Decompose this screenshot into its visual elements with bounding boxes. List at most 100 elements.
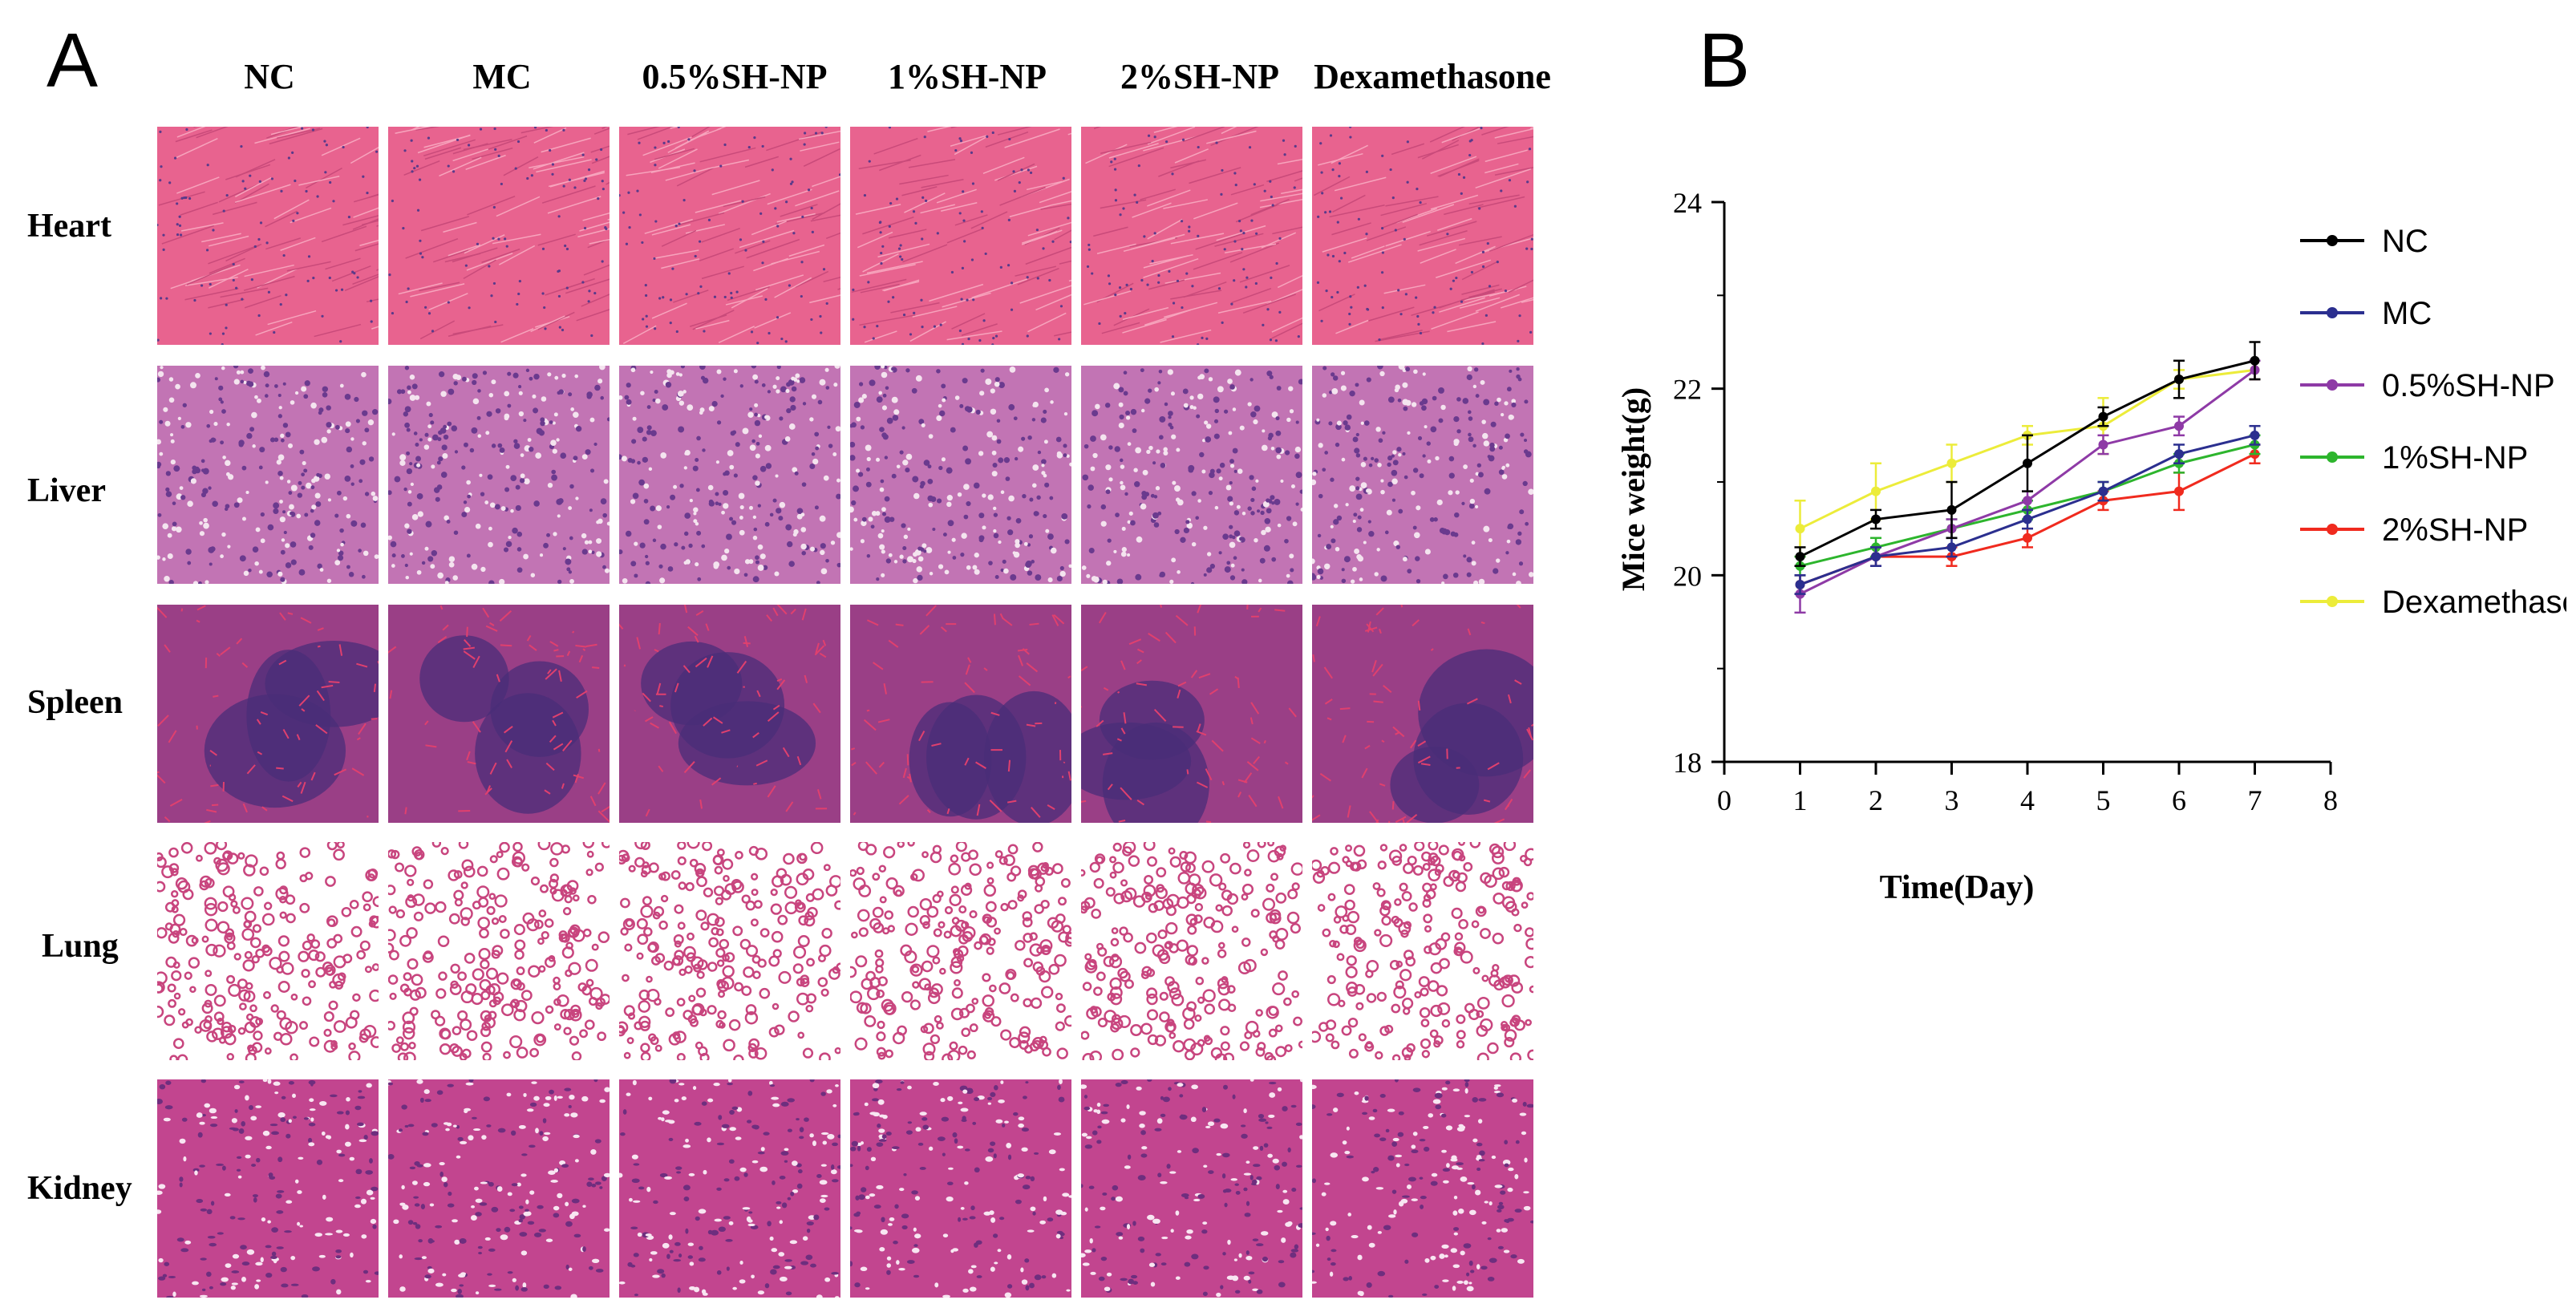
histology-image-liver-3 xyxy=(619,366,840,584)
histology-image-liver-5 xyxy=(1081,366,1302,584)
histology-image-spleen-3 xyxy=(619,605,840,823)
y-tick-label: 18 xyxy=(1673,747,1702,779)
data-point xyxy=(2023,514,2032,524)
histology-image-heart-6 xyxy=(1312,127,1533,345)
data-point xyxy=(1795,552,1805,562)
data-point xyxy=(2250,430,2260,440)
histology-image-kidney-4 xyxy=(850,1079,1071,1298)
histology-image-heart-5 xyxy=(1081,127,1302,345)
data-point xyxy=(2174,375,2184,385)
histology-image-heart-1 xyxy=(157,127,379,345)
histology-image-liver-2 xyxy=(388,366,610,584)
series-nc xyxy=(1794,341,2261,567)
legend-swatch-marker xyxy=(2327,307,2338,318)
histology-image-spleen-4 xyxy=(850,605,1071,823)
data-point xyxy=(1946,504,1957,515)
x-tick-label: 4 xyxy=(2020,784,2035,816)
histology-image-kidney-3 xyxy=(619,1079,840,1298)
panel-a-label: A xyxy=(47,18,99,103)
y-axis-label: Mice weight(g) xyxy=(1615,387,1651,591)
y-tick-label: 20 xyxy=(1673,560,1702,592)
histology-image-lung-6 xyxy=(1312,842,1533,1060)
legend-item-dexamethasone: Dexamethasone xyxy=(2300,585,2566,620)
data-point xyxy=(2098,439,2108,450)
histology-image-lung-3 xyxy=(619,842,840,1060)
data-point xyxy=(2174,449,2184,460)
data-point xyxy=(2098,411,2108,422)
legend-label: 0.5%SH-NP xyxy=(2382,368,2555,403)
y-tick-label: 24 xyxy=(1673,187,1702,219)
legend-item-0-5-sh-np: 0.5%SH-NP xyxy=(2300,368,2555,403)
data-point xyxy=(1795,579,1805,589)
x-tick-label: 6 xyxy=(2172,784,2186,816)
legend-swatch-marker xyxy=(2327,596,2338,607)
weight-line-chart: Mice weight(g) Time(Day) 0 1 2 3 4 5 6 7 8 18 20 22… xyxy=(1615,187,2566,906)
histology-image-kidney-5 xyxy=(1081,1079,1302,1298)
column-header-2-sh-np: 2%SH-NP xyxy=(1120,57,1279,96)
data-point xyxy=(2098,486,2108,496)
histology-image-heart-3 xyxy=(619,127,840,345)
x-axis-label: Time(Day) xyxy=(1880,869,2035,906)
legend-label: 1%SH-NP xyxy=(2382,440,2528,476)
histology-image-spleen-6 xyxy=(1312,605,1533,823)
legend-label: 2%SH-NP xyxy=(2382,512,2528,548)
data-point xyxy=(2174,486,2184,496)
panel-b-label: B xyxy=(1699,18,1751,103)
row-header-kidney: Kidney xyxy=(27,1170,132,1207)
data-point xyxy=(2023,458,2032,468)
legend-item-2-sh-np: 2%SH-NP xyxy=(2300,512,2528,548)
histology-image-kidney-2 xyxy=(388,1079,610,1298)
legend-item-1-sh-np: 1%SH-NP xyxy=(2300,440,2528,476)
column-header-1-sh-np: 1%SH-NP xyxy=(888,57,1047,96)
row-header-lung: Lung xyxy=(42,928,119,965)
histology-image-liver-4 xyxy=(850,366,1071,584)
data-point xyxy=(2174,421,2184,431)
data-point xyxy=(2023,532,2032,543)
data-point xyxy=(2250,355,2260,366)
x-tick-label: 5 xyxy=(2096,784,2111,816)
x-tick-label: 1 xyxy=(1793,784,1808,816)
histology-image-heart-2 xyxy=(388,127,610,345)
data-point xyxy=(1871,514,1881,524)
histology-image-lung-4 xyxy=(850,842,1071,1060)
legend-swatch-marker xyxy=(2327,451,2338,463)
column-header-dexamethasone: Dexamethasone xyxy=(1314,57,1551,96)
histology-image-lung-2 xyxy=(388,842,610,1060)
x-tick-label: 8 xyxy=(2323,784,2338,816)
histology-image-spleen-2 xyxy=(388,605,610,823)
histology-image-kidney-6 xyxy=(1312,1079,1533,1298)
legend-label: Dexamethasone xyxy=(2382,585,2566,620)
row-header-liver: Liver xyxy=(27,472,106,509)
legend-swatch-marker xyxy=(2327,235,2338,246)
series-mc xyxy=(1794,424,2261,595)
histology-image-lung-5 xyxy=(1081,842,1302,1060)
column-header-05-sh-np: 0.5%SH-NP xyxy=(642,57,828,96)
x-tick-label: 2 xyxy=(1869,784,1883,816)
legend-swatch-marker xyxy=(2327,379,2338,391)
histology-image-liver-6 xyxy=(1312,366,1533,584)
histology-image-spleen-1 xyxy=(157,605,379,823)
histology-image-spleen-5 xyxy=(1081,605,1302,823)
data-point xyxy=(1795,524,1805,534)
x-tick-label: 3 xyxy=(1945,784,1959,816)
x-tick-label: 0 xyxy=(1717,784,1732,816)
row-header-spleen: Spleen xyxy=(27,684,124,721)
legend-label: MC xyxy=(2382,296,2432,331)
data-point xyxy=(1871,486,1881,496)
legend-label: NC xyxy=(2382,224,2428,259)
column-header-mc: MC xyxy=(472,57,532,96)
x-tick-label: 7 xyxy=(2248,784,2262,816)
column-header-nc: NC xyxy=(244,57,295,96)
data-point xyxy=(1946,542,1957,553)
histology-image-lung-1 xyxy=(157,842,379,1060)
data-point xyxy=(2023,496,2032,506)
y-tick-label: 22 xyxy=(1673,374,1702,406)
histology-image-liver-1 xyxy=(157,366,379,584)
histology-image-kidney-1 xyxy=(157,1079,379,1298)
legend-item-nc: NC xyxy=(2300,224,2428,259)
legend-swatch-marker xyxy=(2327,524,2338,535)
legend-item-mc: MC xyxy=(2300,296,2432,331)
row-header-heart: Heart xyxy=(27,208,111,245)
histology-image-heart-4 xyxy=(850,127,1071,345)
data-point xyxy=(1946,458,1957,468)
